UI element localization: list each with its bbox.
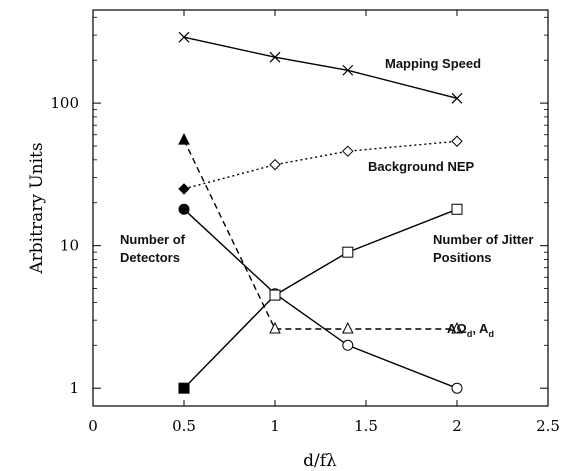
x-tick-label: 2.5 [536, 417, 560, 435]
series-line [183, 208, 458, 389]
axis-ticks [92, 10, 549, 406]
plot-frame [92, 9, 549, 407]
y-tick-label: 10 [60, 237, 79, 255]
x-tick-label: 0.5 [172, 417, 196, 435]
data-point [342, 145, 354, 157]
aomega-subscript: d [467, 329, 473, 339]
jitter-label-line1: Number of Jitter [433, 232, 533, 247]
data-point [178, 31, 190, 43]
detectors-label-line1: Number of [120, 232, 186, 247]
data-point [178, 203, 190, 215]
data-point [269, 158, 281, 171]
x-tick-label: 2 [452, 417, 462, 435]
series-line [183, 36, 458, 99]
detectors-label-line2: Detectors [120, 250, 180, 265]
data-point [342, 339, 354, 351]
aomega-label: AΩd, Ad [447, 321, 494, 339]
series-lines [183, 36, 458, 389]
data-point [451, 321, 463, 334]
data-point [178, 382, 190, 394]
data-point [178, 183, 190, 195]
jitter-label-line2: Positions [433, 250, 492, 265]
data-point [269, 289, 281, 301]
data-point [269, 51, 281, 63]
data-point [342, 64, 354, 76]
data-point [451, 135, 463, 147]
data-point [451, 92, 463, 104]
a-separator: , A [472, 321, 489, 336]
aomega-main: AΩ [447, 321, 467, 336]
series-line [183, 208, 458, 389]
series-markers [178, 31, 463, 394]
y-axis-label: Arbitrary Units [27, 142, 47, 274]
mapping-speed-label: Mapping Speed [385, 56, 481, 71]
data-point [269, 321, 281, 334]
background-nep-label: Background NEP [368, 159, 475, 174]
x-axis-label: d/fλ [303, 451, 337, 471]
axis-tick-labels: 0 0.5 1 1.5 2 2.5 1 10 100 [50, 94, 560, 435]
x-tick-label: 0 [88, 417, 98, 435]
a-subscript: d [488, 329, 494, 339]
data-point [341, 321, 354, 334]
data-point [451, 382, 463, 394]
data-point [178, 133, 190, 145]
data-point [451, 203, 463, 215]
data-point [342, 246, 354, 258]
x-tick-label: 1 [270, 417, 280, 435]
series-line [183, 139, 457, 330]
y-tick-label: 100 [50, 94, 79, 112]
series-line [183, 140, 458, 190]
y-tick-label: 1 [69, 379, 79, 397]
x-tick-label: 1.5 [354, 417, 378, 435]
